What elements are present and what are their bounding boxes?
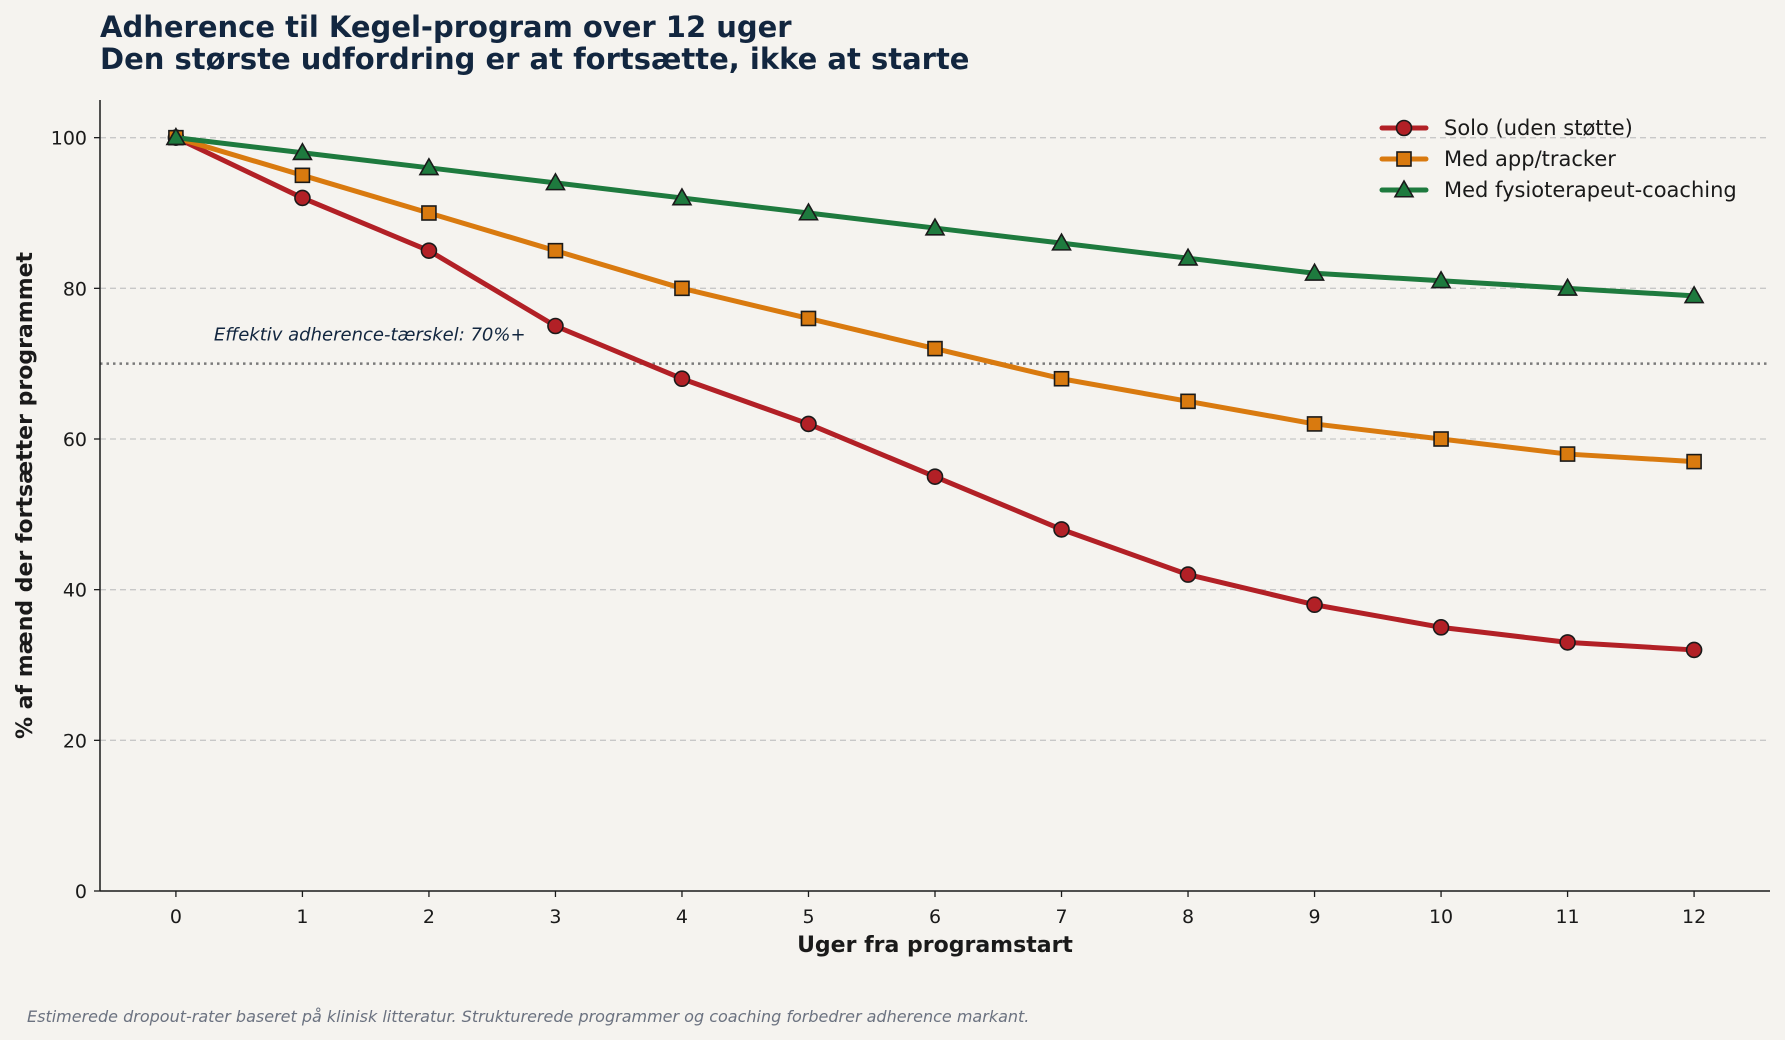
y-tick-label: 100 — [51, 128, 87, 150]
data-point — [1433, 431, 1449, 447]
x-tick-label: 8 — [1182, 906, 1194, 928]
x-tick-label: 4 — [676, 906, 688, 928]
legend: Solo (uden støtte) Med app/tracker Med fys… — [1379, 116, 1737, 202]
data-point — [798, 202, 819, 221]
data-point — [547, 242, 564, 259]
x-tick-label: 0 — [170, 906, 182, 928]
data-point — [547, 317, 564, 335]
data-point — [674, 280, 690, 297]
threshold: Effektiv adherence-tærskel: 70%+ — [100, 325, 1770, 365]
threshold-label: Effektiv adherence-tærskel: 70%+ — [214, 325, 526, 346]
x-tick-label: 9 — [1308, 906, 1320, 928]
data-point — [1557, 277, 1578, 296]
legend-marker — [1395, 119, 1413, 137]
legend-item: Med fysioterapeut-coaching — [1379, 178, 1737, 202]
data-point — [1306, 596, 1323, 614]
footnote: Estimerede dropout-rater baseret på klin… — [27, 1007, 1029, 1026]
series-1 — [168, 129, 1702, 470]
y-tick-label: 40 — [63, 580, 87, 602]
x-tick-label: 12 — [1682, 906, 1706, 928]
data-point — [420, 242, 438, 259]
data-point — [292, 142, 313, 161]
y-tick-label: 0 — [75, 881, 87, 903]
data-point — [1304, 262, 1325, 281]
series-0 — [167, 129, 1703, 659]
grid-lines — [100, 137, 1770, 741]
data-point — [1051, 232, 1072, 251]
x-tick-label: 2 — [423, 906, 435, 928]
x-tick-label: 7 — [1055, 906, 1067, 928]
x-tick-label: 10 — [1429, 906, 1453, 928]
data-point — [800, 415, 817, 433]
x-tick-label: 5 — [802, 906, 814, 928]
data-point — [927, 340, 943, 357]
y-axis-label: % af mænd der fortsætter programmet — [13, 251, 38, 739]
data-point — [294, 167, 311, 184]
data-point — [924, 217, 946, 236]
data-point — [1177, 247, 1199, 266]
y-tick-label: 20 — [63, 730, 87, 752]
legend-item: Med app/tracker — [1379, 147, 1616, 171]
data-point — [545, 172, 566, 191]
legend-marker — [1396, 151, 1412, 167]
x-tick-label: 11 — [1555, 906, 1579, 928]
legend-label: Med app/tracker — [1444, 147, 1616, 171]
data-point — [1683, 285, 1705, 304]
data-point — [165, 127, 187, 146]
data-point — [294, 189, 311, 207]
data-point — [1306, 416, 1323, 432]
y-tick-label: 60 — [63, 429, 87, 451]
data-point — [1180, 393, 1196, 410]
x-tick-label: 1 — [296, 906, 308, 928]
chart-title: Adherence til Kegel-program over 12 uger — [100, 10, 792, 44]
series-line — [173, 135, 1697, 653]
data-point — [1053, 370, 1070, 387]
data-point — [673, 370, 691, 388]
data-point — [1432, 619, 1450, 636]
data-point — [421, 205, 437, 221]
data-point — [1559, 634, 1576, 651]
data-point — [1179, 566, 1197, 583]
data-point — [671, 187, 693, 206]
series-2 — [165, 127, 1705, 304]
legend-label: Med fysioterapeut-coaching — [1444, 178, 1737, 202]
data-point — [1430, 270, 1452, 289]
legend-label: Solo (uden støtte) — [1444, 116, 1633, 140]
x-axis-label: Uger fra programstart — [797, 933, 1073, 958]
legend-marker — [1393, 179, 1415, 198]
data-point — [1053, 521, 1070, 538]
x-tick-label: 3 — [549, 906, 561, 928]
y-tick-label: 80 — [63, 278, 87, 300]
x-tick-label: 6 — [929, 906, 941, 928]
data-point — [1686, 453, 1702, 470]
chart-subtitle: Den største udfordring er at fortsætte, … — [100, 42, 969, 76]
data-point — [1559, 446, 1576, 462]
legend-item: Solo (uden støtte) — [1379, 116, 1633, 140]
data-point — [418, 157, 440, 176]
data-point — [926, 468, 944, 485]
data-point — [1685, 641, 1703, 659]
data-point — [800, 310, 817, 327]
series-lines — [165, 127, 1705, 659]
